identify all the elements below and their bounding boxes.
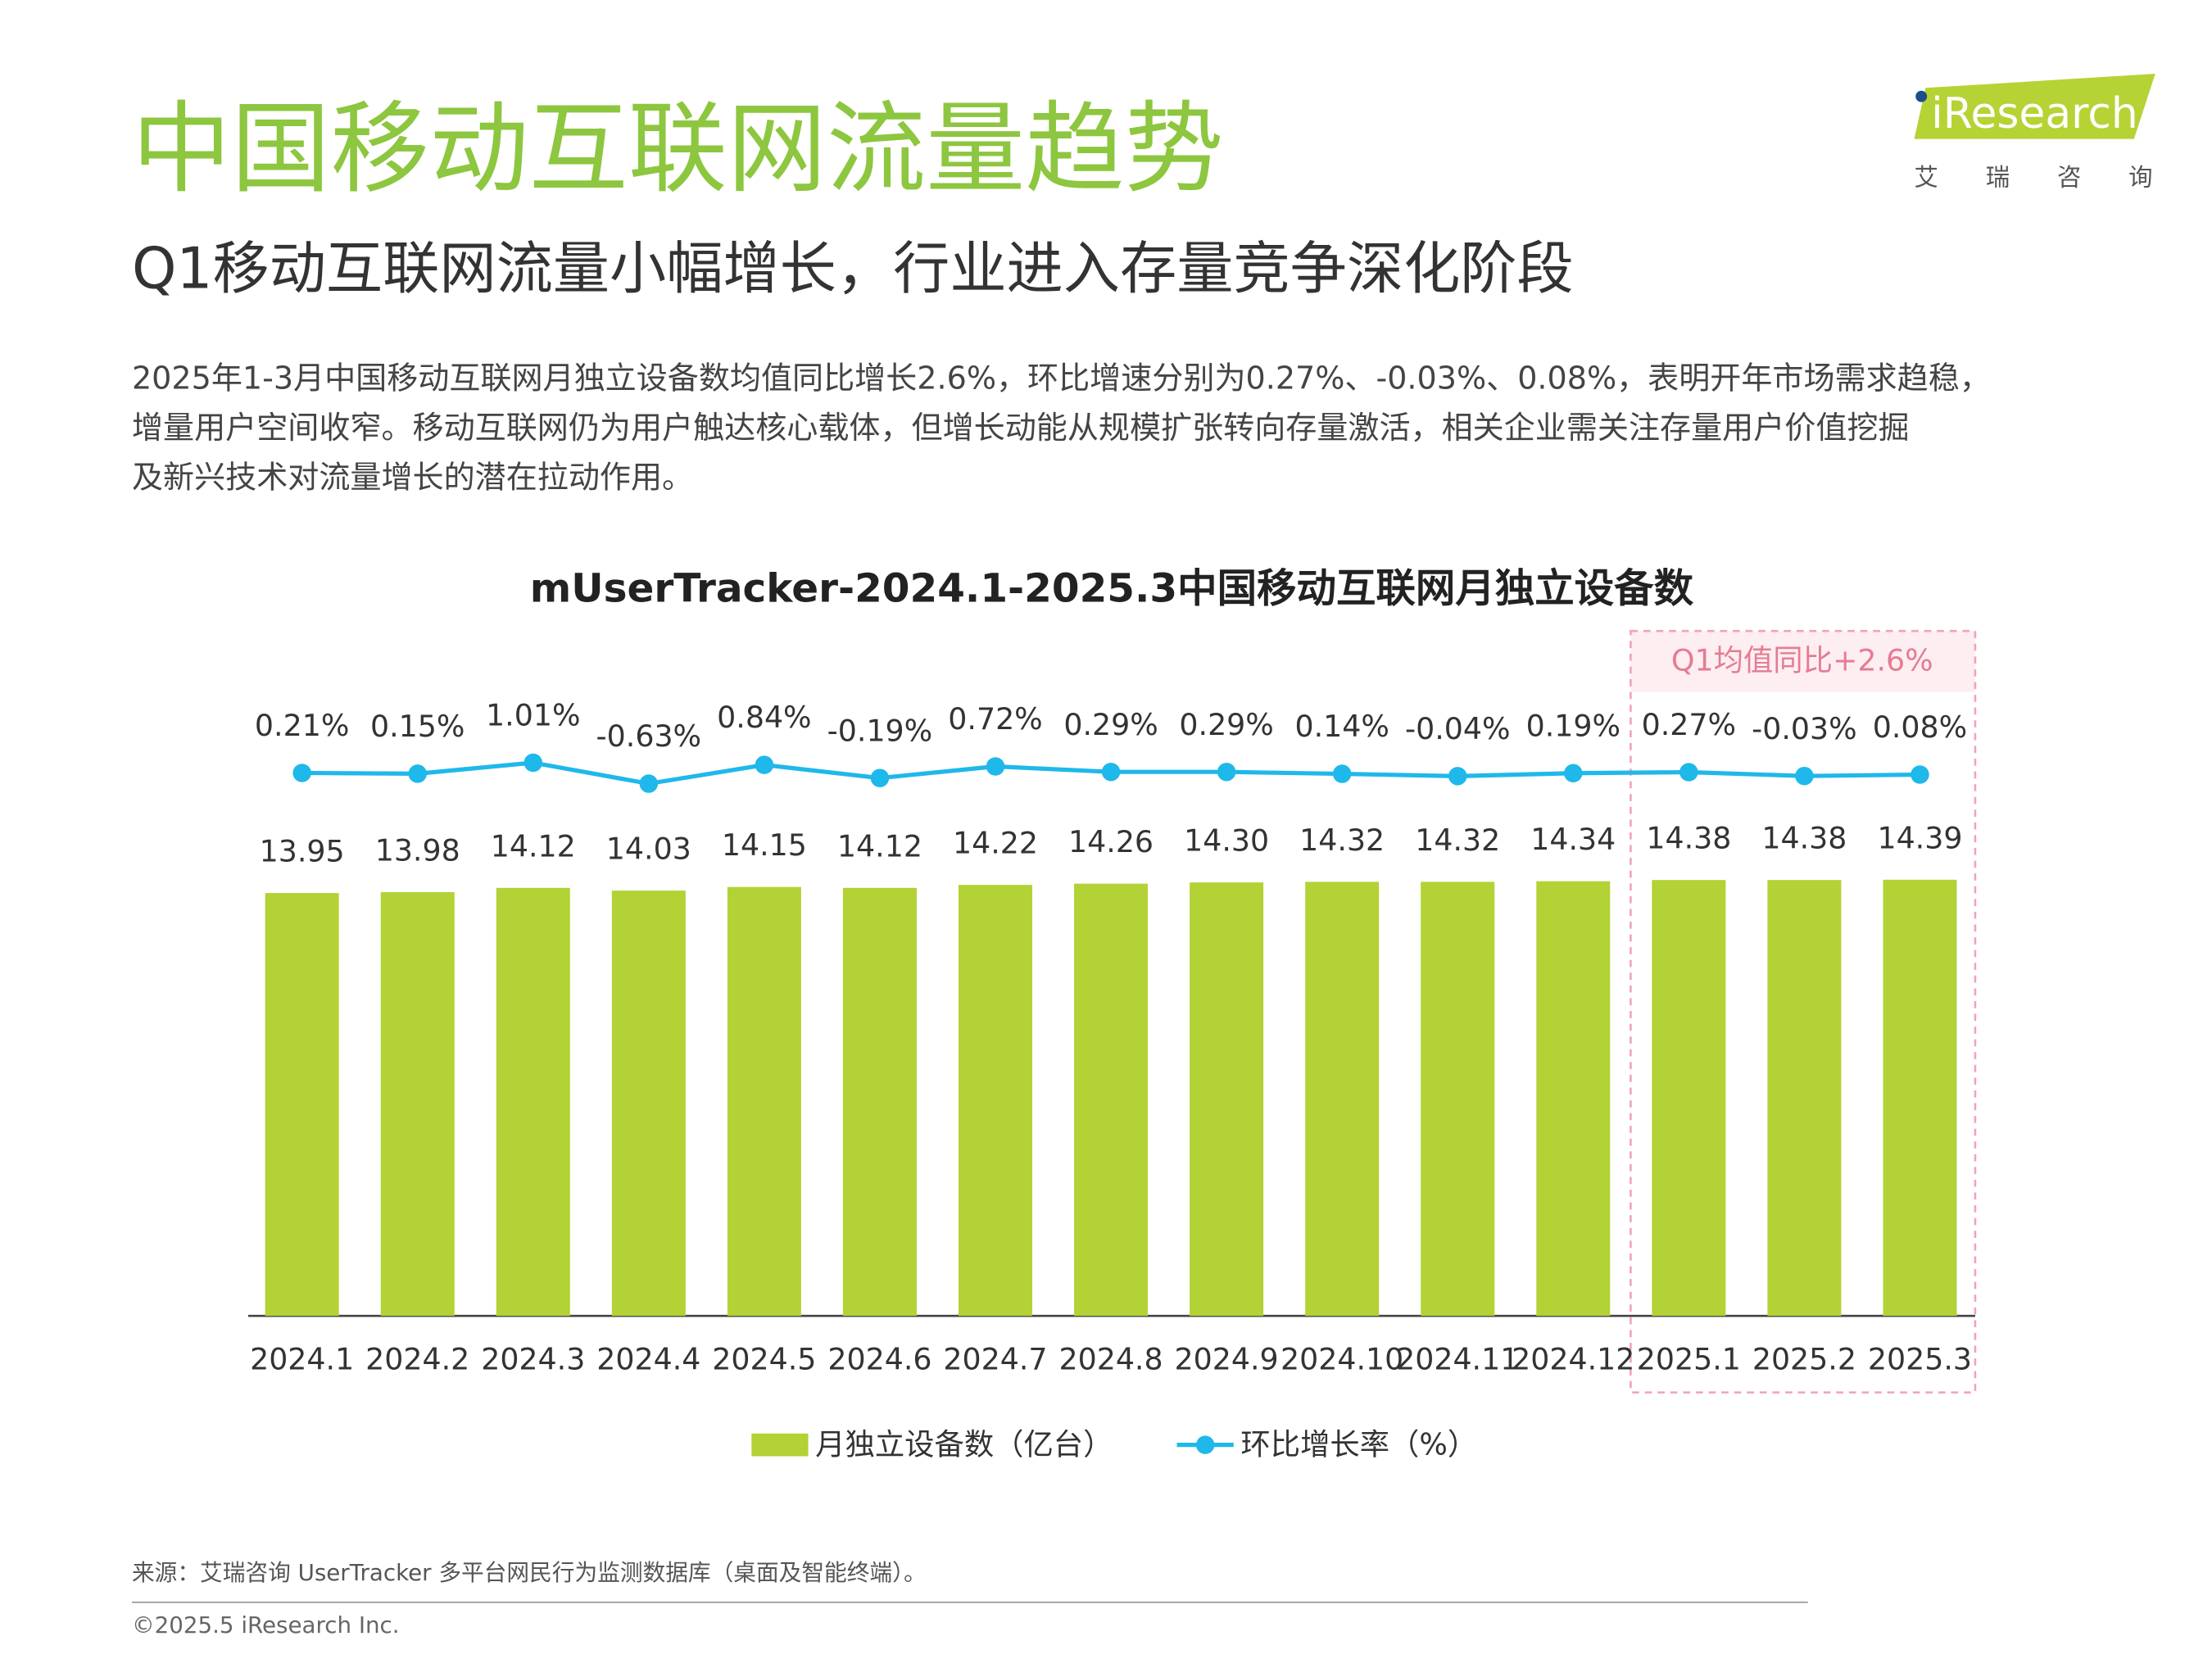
bar <box>1421 882 1495 1317</box>
bar-value-label: 14.30 <box>1184 823 1269 859</box>
logo-badge <box>1914 74 2155 139</box>
x-tick-label: 2024.5 <box>712 1342 816 1377</box>
line-marker <box>986 757 1005 776</box>
bar <box>959 885 1032 1317</box>
body-line: 2025年1-3月中国移动互联网月独立设备数均值同比增长2.6%，环比增速分别为… <box>132 360 1991 396</box>
line-value-label: 0.08% <box>1873 709 1967 745</box>
highlight-box <box>1630 629 1977 1394</box>
bar <box>380 891 455 1317</box>
bar <box>842 887 917 1317</box>
annotation: Q1均值同比+2.6% <box>1671 642 1933 678</box>
bar <box>496 887 570 1317</box>
bar <box>727 886 801 1317</box>
x-tick-label: 2024.3 <box>481 1342 585 1377</box>
logo-dot <box>1915 90 1928 102</box>
bar-value-label: 14.15 <box>722 827 807 863</box>
bar <box>1536 881 1611 1317</box>
bar-value-label: 14.32 <box>1415 823 1500 858</box>
body-line: 及新兴技术对流量增长的潜在拉动作用。 <box>132 459 693 495</box>
line-marker <box>1101 762 1121 782</box>
line-value-label: -0.63% <box>596 718 702 754</box>
bar <box>1883 879 1957 1317</box>
line-marker <box>1217 762 1236 782</box>
bar <box>1190 882 1264 1317</box>
line-marker <box>639 774 659 793</box>
line-marker <box>1448 767 1467 786</box>
x-tick-label: 2024.8 <box>1058 1342 1163 1377</box>
line-marker <box>1911 765 1929 784</box>
line-marker <box>292 764 311 782</box>
x-tick-label: 2024.9 <box>1175 1342 1279 1377</box>
line-value-label: 0.14% <box>1294 709 1389 744</box>
line-marker <box>870 768 890 787</box>
line-marker <box>1795 766 1814 786</box>
line-value-label: 0.29% <box>1063 707 1158 742</box>
line-value-label: 0.72% <box>948 701 1042 737</box>
legend-label: 月独立设备数（亿台） <box>815 1426 1113 1462</box>
bar-value-label: 13.95 <box>260 834 345 869</box>
bar-value-label: 14.03 <box>606 832 691 867</box>
bar-value-label: 14.22 <box>953 826 1038 861</box>
x-tick-label: 2025.2 <box>1752 1342 1856 1377</box>
logo-brand: iResearch <box>1931 89 2138 138</box>
bar-value-label: 14.34 <box>1530 822 1616 857</box>
x-tick-label: 2024.6 <box>827 1342 931 1377</box>
legend-swatch-marker <box>1195 1435 1215 1454</box>
body-line: 增量用户空间收窄。移动互联网仍为用户触达核心载体，但增长动能从规模扩张转向存量激… <box>132 410 1910 446</box>
line-marker <box>1564 764 1583 783</box>
line-value-label: 0.19% <box>1526 708 1620 743</box>
bar <box>611 891 686 1317</box>
bar <box>1767 880 1842 1317</box>
source: 来源：艾瑞咨询 UserTracker 多平台网民行为监测数据库（桌面及智能终端… <box>132 1559 927 1586</box>
line-value-label: -0.03% <box>1752 711 1857 746</box>
bar-value-label: 14.38 <box>1761 821 1847 856</box>
x-tick-label: 2025.3 <box>1868 1342 1972 1377</box>
logo-cn: 艾 瑞 咨 询 <box>1915 164 2173 192</box>
bar <box>265 893 339 1317</box>
line-marker <box>755 755 774 774</box>
line-value-label: 0.84% <box>717 700 811 735</box>
copyright: ©2025.5 iResearch Inc. <box>132 1611 400 1639</box>
line-value-label: -0.19% <box>827 713 933 748</box>
x-tick-label: 2024.7 <box>943 1342 1047 1377</box>
x-tick-label: 2024.12 <box>1512 1342 1634 1377</box>
x-tick-label: 2024.10 <box>1281 1342 1403 1377</box>
line-value-label: 0.15% <box>370 709 465 744</box>
highlight-header <box>1630 631 1975 692</box>
line-marker <box>1332 764 1352 783</box>
bar-value-label: 13.98 <box>375 832 460 868</box>
line-value-label: 1.01% <box>486 698 580 733</box>
subtitle: Q1移动互联网流量小幅增长，行业进入存量竞争深化阶段 <box>132 236 1574 301</box>
line-value-label: 0.27% <box>1642 707 1736 742</box>
bar-value-label: 14.32 <box>1299 823 1385 858</box>
line-marker <box>524 753 543 773</box>
bar <box>1305 882 1380 1317</box>
x-tick-label: 2025.1 <box>1637 1342 1741 1377</box>
line-value-label: -0.04% <box>1405 711 1511 746</box>
bar-value-label: 14.12 <box>491 828 576 863</box>
x-tick-label: 2024.4 <box>596 1342 700 1377</box>
line-marker <box>408 764 427 783</box>
line-value-label: 0.21% <box>255 708 349 743</box>
bar-value-label: 14.39 <box>1877 820 1962 855</box>
legend-label: 环比增长率（%） <box>1240 1426 1477 1462</box>
line-marker <box>1679 763 1698 782</box>
title: 中国移动互联网流量趋势 <box>132 92 1224 207</box>
x-tick-label: 2024.11 <box>1396 1342 1519 1377</box>
x-tick-label: 2024.1 <box>250 1342 354 1377</box>
bar-value-label: 14.12 <box>837 828 922 863</box>
bar <box>1074 883 1149 1317</box>
bar-value-label: 14.38 <box>1646 821 1731 856</box>
bar <box>1652 880 1726 1317</box>
x-tick-label: 2024.2 <box>365 1342 469 1377</box>
chart-title: mUserTracker-2024.1-2025.3中国移动互联网月独立设备数 <box>530 566 1694 612</box>
legend-swatch <box>751 1433 809 1457</box>
bar-value-label: 14.26 <box>1068 824 1154 859</box>
line-value-label: 0.29% <box>1179 707 1273 742</box>
